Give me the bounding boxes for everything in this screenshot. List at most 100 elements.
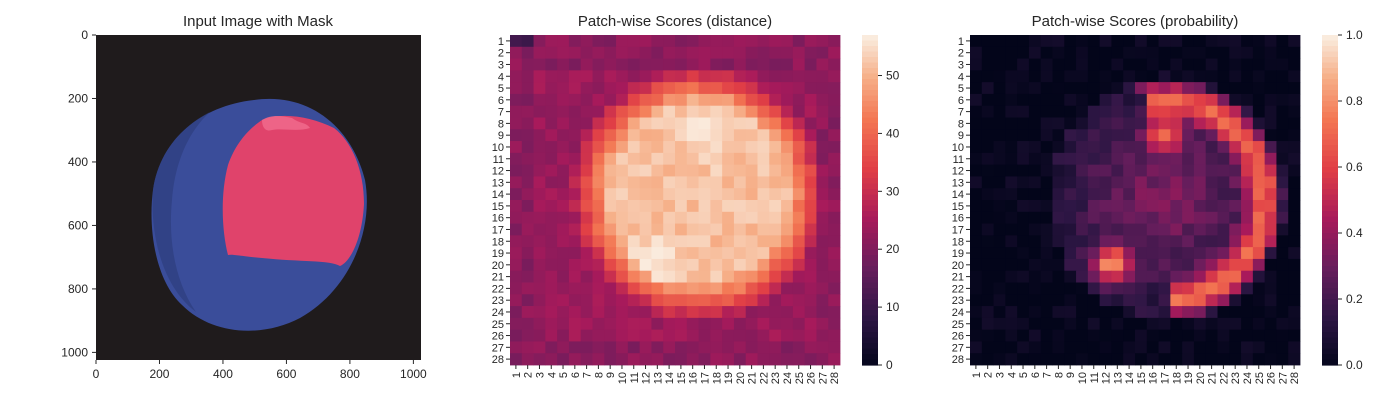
heatmap-cell [1146, 70, 1159, 83]
heatmap-cell [970, 211, 983, 224]
heatmap-cell [1229, 258, 1242, 272]
colorbar-segment [1322, 139, 1338, 146]
heatmap-cell [981, 188, 994, 201]
heatmap-cell [816, 294, 829, 307]
colorbar-segment [1322, 40, 1338, 47]
heatmap-cell [1182, 223, 1195, 236]
heatmap-cell [993, 247, 1006, 260]
heatmap-cell [1099, 247, 1112, 260]
heatmap-cell [1005, 93, 1018, 107]
heatmap-cell [816, 329, 829, 342]
heatmap-cell [1158, 223, 1171, 236]
heatmap-cell [1217, 105, 1230, 118]
heatmap-cell [1087, 70, 1101, 83]
heatmap-cell [1217, 70, 1230, 83]
heatmap-cell [639, 188, 652, 201]
heatmap-cell [1264, 306, 1277, 319]
heatmap-cell [627, 93, 641, 107]
heatmap-cell [1099, 341, 1112, 354]
heatmap-cell [804, 35, 817, 48]
x-tick-label: 13 [652, 372, 664, 384]
heatmap-cell [651, 353, 664, 366]
heatmap-cell [1040, 105, 1053, 118]
heatmap-cell [1052, 164, 1065, 177]
heatmap-cell [604, 46, 617, 59]
y-tick-label: 27 [952, 342, 964, 354]
heatmap-cell [627, 282, 641, 295]
heatmap-cell [981, 105, 994, 118]
heatmap-cell [698, 200, 711, 213]
heatmap-cell [686, 223, 699, 236]
heatmap-cell [1158, 105, 1171, 118]
heatmap-cell [745, 58, 758, 71]
heatmap-cell [1076, 93, 1089, 107]
heatmap-cell [781, 35, 794, 48]
heatmap-cell [993, 353, 1006, 366]
heatmap-cell [580, 46, 593, 59]
y-tick-label: 20 [952, 260, 964, 272]
heatmap-cell [604, 247, 617, 260]
heatmap-cell [510, 58, 523, 71]
heatmap-cell [722, 247, 735, 260]
heatmap-cell [651, 211, 664, 224]
heatmap-cell [1158, 129, 1171, 142]
heatmap-cell [568, 176, 582, 189]
heatmap-cell [521, 200, 534, 213]
heatmap-cell [616, 294, 629, 307]
colorbar-segment [862, 150, 878, 157]
heatmap-cell [533, 105, 546, 118]
heatmap-cell [1017, 353, 1030, 366]
heatmap-cell [663, 270, 676, 283]
heatmap-cell [686, 258, 699, 272]
heatmap-cell [828, 306, 841, 319]
heatmap-cell [1052, 294, 1065, 307]
heatmap-cell [722, 294, 735, 307]
x-tick-label: 28 [829, 372, 841, 384]
heatmap-cell [675, 247, 688, 260]
heatmap-cell [804, 270, 817, 283]
heatmap-cell [1193, 164, 1207, 177]
heatmap-cell [568, 58, 582, 71]
heatmap-cell [1146, 117, 1159, 130]
heatmap-cell [533, 329, 546, 342]
heatmap-cell [1264, 317, 1277, 331]
heatmap-cell [545, 93, 558, 107]
heatmap-cell [592, 258, 605, 272]
heatmap-cell [816, 270, 829, 283]
heatmap-cell [1052, 188, 1065, 201]
heatmap-cell [686, 200, 699, 213]
heatmap-cell [1229, 70, 1242, 83]
heatmap-cell [1076, 35, 1089, 48]
heatmap-cell [1123, 294, 1136, 307]
heatmap-cell [710, 141, 723, 154]
heatmap-cell [1064, 341, 1077, 354]
heatmap-cell [1288, 341, 1301, 354]
heatmap-cell [722, 317, 735, 331]
heatmap-cell [816, 46, 829, 59]
colorbar-segment [862, 266, 878, 273]
heatmap-cell [1087, 235, 1101, 248]
heatmap-cell [1205, 341, 1218, 354]
heatmap-cell [568, 93, 582, 107]
heatmap-cell [627, 223, 641, 236]
heatmap-cell [792, 46, 806, 59]
heatmap-cell [733, 82, 747, 95]
heatmap-cell [1193, 105, 1207, 118]
heatmap-cell [781, 306, 794, 319]
colorbar-tick-label: 0.4 [1346, 226, 1363, 240]
heatmap-cell [592, 329, 605, 342]
heatmap-cell [745, 235, 758, 248]
heatmap-cell [1076, 164, 1089, 177]
heatmap-cell [757, 129, 770, 142]
heatmap-cell [604, 129, 617, 142]
heatmap-cell [1193, 306, 1207, 319]
heatmap-cell [757, 270, 770, 283]
heatmap-cell [757, 141, 770, 154]
heatmap-cell [757, 188, 770, 201]
heatmap-cell [828, 152, 841, 166]
heatmap-cell [1087, 353, 1101, 366]
heatmap-cell [592, 58, 605, 71]
y-tick-label: 13 [492, 177, 504, 189]
heatmap-cell [1170, 117, 1183, 130]
heatmap-cell [1064, 235, 1077, 248]
